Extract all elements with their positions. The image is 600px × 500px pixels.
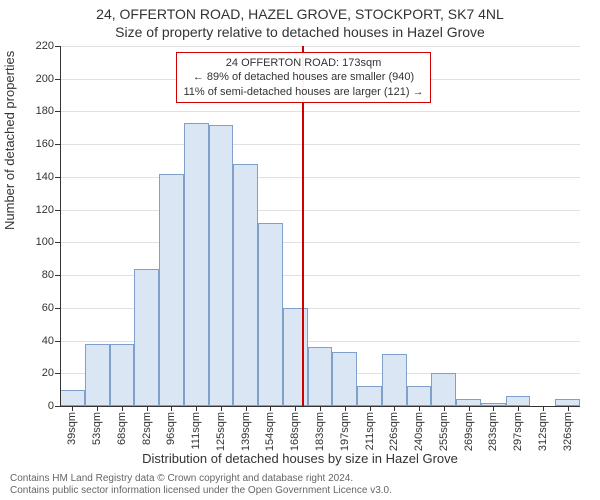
y-tick-label: 180 xyxy=(36,105,54,117)
footer-line1: Contains HM Land Registry data © Crown c… xyxy=(10,473,353,484)
x-tick-label: 125sqm xyxy=(215,412,227,451)
histogram-bar xyxy=(159,174,184,406)
y-tick-label: 220 xyxy=(36,40,54,52)
plot-area: 02040608010012014016018020022039sqm53sqm… xyxy=(60,46,580,406)
chart-container: 24, OFFERTON ROAD, HAZEL GROVE, STOCKPOR… xyxy=(0,0,600,500)
x-tick-label: 255sqm xyxy=(438,412,450,451)
x-tick-label: 154sqm xyxy=(264,412,276,451)
gridline xyxy=(60,46,580,47)
histogram-bar xyxy=(110,344,135,406)
y-axis-line xyxy=(60,46,61,406)
histogram-bar xyxy=(85,344,110,406)
x-tick-label: 326sqm xyxy=(562,412,574,451)
x-tick-label: 168sqm xyxy=(289,412,301,451)
y-tick-label: 100 xyxy=(36,236,54,248)
histogram-bar xyxy=(209,125,234,406)
y-tick-label: 60 xyxy=(42,302,54,314)
x-tick-label: 269sqm xyxy=(463,412,475,451)
y-tick-label: 120 xyxy=(36,204,54,216)
histogram-bar xyxy=(233,164,258,406)
histogram-bar xyxy=(357,386,382,406)
x-tick-label: 211sqm xyxy=(364,412,376,450)
annotation-box: 24 OFFERTON ROAD: 173sqm← 89% of detache… xyxy=(176,52,430,103)
x-tick-label: 111sqm xyxy=(190,412,202,450)
x-tick-label: 96sqm xyxy=(165,412,177,445)
x-tick-label: 283sqm xyxy=(487,412,499,451)
x-tick-label: 39sqm xyxy=(66,412,78,445)
x-tick-label: 183sqm xyxy=(314,412,326,451)
y-tick-label: 160 xyxy=(36,138,54,150)
x-tick-label: 312sqm xyxy=(537,412,549,451)
histogram-bar xyxy=(506,396,531,406)
annotation-line: 24 OFFERTON ROAD: 173sqm xyxy=(183,56,423,70)
histogram-bar xyxy=(382,354,407,406)
histogram-bar xyxy=(431,373,456,406)
y-tick-label: 40 xyxy=(42,335,54,347)
histogram-bar xyxy=(184,123,209,406)
histogram-bar xyxy=(258,223,283,406)
footer-line2: Contains public sector information licen… xyxy=(10,485,392,496)
gridline xyxy=(60,210,580,211)
gridline xyxy=(60,144,580,145)
y-tick-label: 80 xyxy=(42,269,54,281)
x-tick-label: 197sqm xyxy=(339,412,351,451)
gridline xyxy=(60,242,580,243)
x-tick-label: 82sqm xyxy=(141,412,153,445)
chart-title-line2: Size of property relative to detached ho… xyxy=(0,24,600,40)
histogram-bar xyxy=(60,390,85,406)
y-tick-label: 0 xyxy=(48,400,54,412)
x-axis-line xyxy=(60,406,580,407)
x-tick-label: 68sqm xyxy=(116,412,128,445)
annotation-line: ← 89% of detached houses are smaller (94… xyxy=(183,70,423,84)
histogram-bar xyxy=(407,386,432,406)
histogram-bar xyxy=(134,269,159,406)
x-tick-label: 297sqm xyxy=(512,412,524,451)
histogram-bar xyxy=(308,347,333,406)
gridline xyxy=(60,111,580,112)
x-tick-label: 139sqm xyxy=(240,412,252,451)
y-axis-label: Number of detached properties xyxy=(2,51,17,230)
histogram-bar xyxy=(332,352,357,406)
y-tick-label: 200 xyxy=(36,73,54,85)
x-tick-label: 53sqm xyxy=(91,412,103,445)
gridline xyxy=(60,177,580,178)
x-tick-label: 240sqm xyxy=(413,412,425,451)
y-tick-label: 20 xyxy=(42,367,54,379)
x-tick-label: 226sqm xyxy=(388,412,400,451)
y-tick-label: 140 xyxy=(36,171,54,183)
chart-title-line1: 24, OFFERTON ROAD, HAZEL GROVE, STOCKPOR… xyxy=(0,6,600,22)
annotation-line: 11% of semi-detached houses are larger (… xyxy=(183,85,423,99)
x-axis-label: Distribution of detached houses by size … xyxy=(0,451,600,466)
